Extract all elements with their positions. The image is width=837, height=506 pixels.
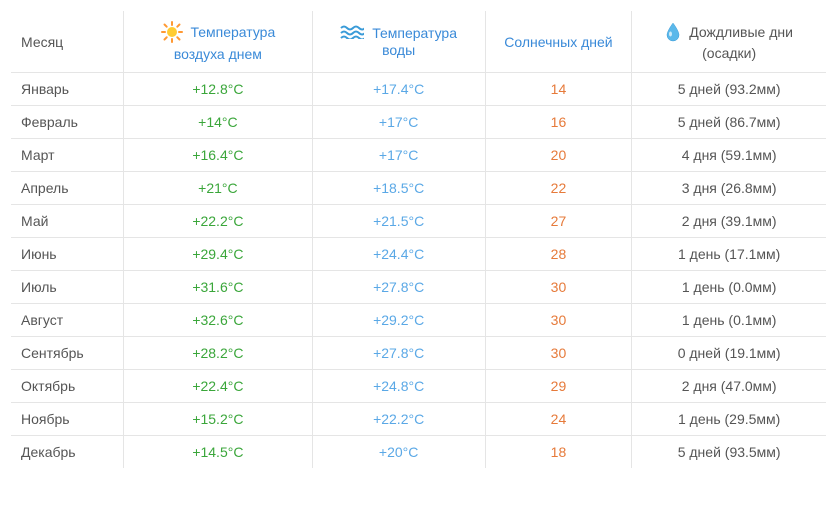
cell-month: Ноябрь [11, 403, 124, 436]
cell-rainy-days: 4 дня (59.1мм) [632, 139, 827, 172]
cell-rainy-days: 2 дня (47.0мм) [632, 370, 827, 403]
cell-water-temp: +17°C [312, 139, 485, 172]
cell-sunny-days: 29 [485, 370, 632, 403]
cell-sunny-days: 24 [485, 403, 632, 436]
cell-air-temp: +21°C [124, 172, 313, 205]
header-month-label: Месяц [21, 34, 63, 50]
header-sunny: Солнечных дней [485, 11, 632, 73]
table-row: Март+16.4°C+17°C204 дня (59.1мм) [11, 139, 827, 172]
cell-air-temp: +14.5°C [124, 436, 313, 469]
header-air: Температура воздуха днем [124, 11, 313, 73]
cell-sunny-days: 30 [485, 337, 632, 370]
header-rain: Дождливые дни (осадки) [632, 11, 827, 73]
cell-rainy-days: 1 день (29.5мм) [632, 403, 827, 436]
cell-air-temp: +14°C [124, 106, 313, 139]
cell-month: Октябрь [11, 370, 124, 403]
cell-air-temp: +22.2°C [124, 205, 313, 238]
table-row: Июль+31.6°C+27.8°C301 день (0.0мм) [11, 271, 827, 304]
header-month: Месяц [11, 11, 124, 73]
cell-rainy-days: 1 день (0.1мм) [632, 304, 827, 337]
cell-month: Июнь [11, 238, 124, 271]
cell-rainy-days: 5 дней (86.7мм) [632, 106, 827, 139]
drop-icon [665, 22, 681, 45]
cell-sunny-days: 30 [485, 304, 632, 337]
cell-water-temp: +27.8°C [312, 337, 485, 370]
cell-month: Май [11, 205, 124, 238]
table-body: Январь+12.8°C+17.4°C145 дней (93.2мм)Фев… [11, 73, 827, 469]
table-row: Ноябрь+15.2°C+22.2°C241 день (29.5мм) [11, 403, 827, 436]
cell-air-temp: +32.6°C [124, 304, 313, 337]
table-row: Сентябрь+28.2°C+27.8°C300 дней (19.1мм) [11, 337, 827, 370]
cell-rainy-days: 1 день (0.0мм) [632, 271, 827, 304]
sun-icon [161, 21, 183, 46]
cell-sunny-days: 30 [485, 271, 632, 304]
cell-water-temp: +24.4°C [312, 238, 485, 271]
cell-month: Февраль [11, 106, 124, 139]
cell-air-temp: +28.2°C [124, 337, 313, 370]
cell-rainy-days: 3 дня (26.8мм) [632, 172, 827, 205]
cell-air-temp: +12.8°C [124, 73, 313, 106]
cell-rainy-days: 0 дней (19.1мм) [632, 337, 827, 370]
table-header-row: Месяц [11, 11, 827, 73]
header-water-link[interactable]: Температура воды [372, 25, 457, 59]
cell-water-temp: +17.4°C [312, 73, 485, 106]
cell-sunny-days: 27 [485, 205, 632, 238]
cell-sunny-days: 16 [485, 106, 632, 139]
cell-air-temp: +29.4°C [124, 238, 313, 271]
cell-air-temp: +15.2°C [124, 403, 313, 436]
cell-month: Январь [11, 73, 124, 106]
cell-sunny-days: 14 [485, 73, 632, 106]
cell-air-temp: +22.4°C [124, 370, 313, 403]
table-row: Июнь+29.4°C+24.4°C281 день (17.1мм) [11, 238, 827, 271]
cell-water-temp: +18.5°C [312, 172, 485, 205]
cell-water-temp: +27.8°C [312, 271, 485, 304]
header-water: Температура воды [312, 11, 485, 73]
cell-sunny-days: 22 [485, 172, 632, 205]
header-rain-label: Дождливые дни (осадки) [689, 24, 793, 61]
table-row: Февраль+14°C+17°C165 дней (86.7мм) [11, 106, 827, 139]
cell-air-temp: +31.6°C [124, 271, 313, 304]
cell-rainy-days: 2 дня (39.1мм) [632, 205, 827, 238]
cell-sunny-days: 18 [485, 436, 632, 469]
header-sunny-link[interactable]: Солнечных дней [504, 34, 612, 50]
table-row: Октябрь+22.4°C+24.8°C292 дня (47.0мм) [11, 370, 827, 403]
cell-water-temp: +22.2°C [312, 403, 485, 436]
cell-water-temp: +24.8°C [312, 370, 485, 403]
cell-air-temp: +16.4°C [124, 139, 313, 172]
header-air-link[interactable]: Температура воздуха днем [174, 24, 275, 62]
cell-month: Июль [11, 271, 124, 304]
cell-water-temp: +21.5°C [312, 205, 485, 238]
cell-month: Август [11, 304, 124, 337]
waves-icon [340, 25, 364, 42]
cell-water-temp: +29.2°C [312, 304, 485, 337]
cell-month: Март [11, 139, 124, 172]
cell-rainy-days: 5 дней (93.5мм) [632, 436, 827, 469]
cell-rainy-days: 5 дней (93.2мм) [632, 73, 827, 106]
cell-month: Декабрь [11, 436, 124, 469]
cell-month: Сентябрь [11, 337, 124, 370]
cell-water-temp: +20°C [312, 436, 485, 469]
table-row: Апрель+21°C+18.5°C223 дня (26.8мм) [11, 172, 827, 205]
cell-sunny-days: 20 [485, 139, 632, 172]
cell-sunny-days: 28 [485, 238, 632, 271]
cell-rainy-days: 1 день (17.1мм) [632, 238, 827, 271]
table-row: Август+32.6°C+29.2°C301 день (0.1мм) [11, 304, 827, 337]
table-row: Май+22.2°C+21.5°C272 дня (39.1мм) [11, 205, 827, 238]
table-row: Январь+12.8°C+17.4°C145 дней (93.2мм) [11, 73, 827, 106]
cell-water-temp: +17°C [312, 106, 485, 139]
cell-month: Апрель [11, 172, 124, 205]
table-row: Декабрь+14.5°C+20°C185 дней (93.5мм) [11, 436, 827, 469]
climate-table: Месяц [10, 10, 827, 469]
